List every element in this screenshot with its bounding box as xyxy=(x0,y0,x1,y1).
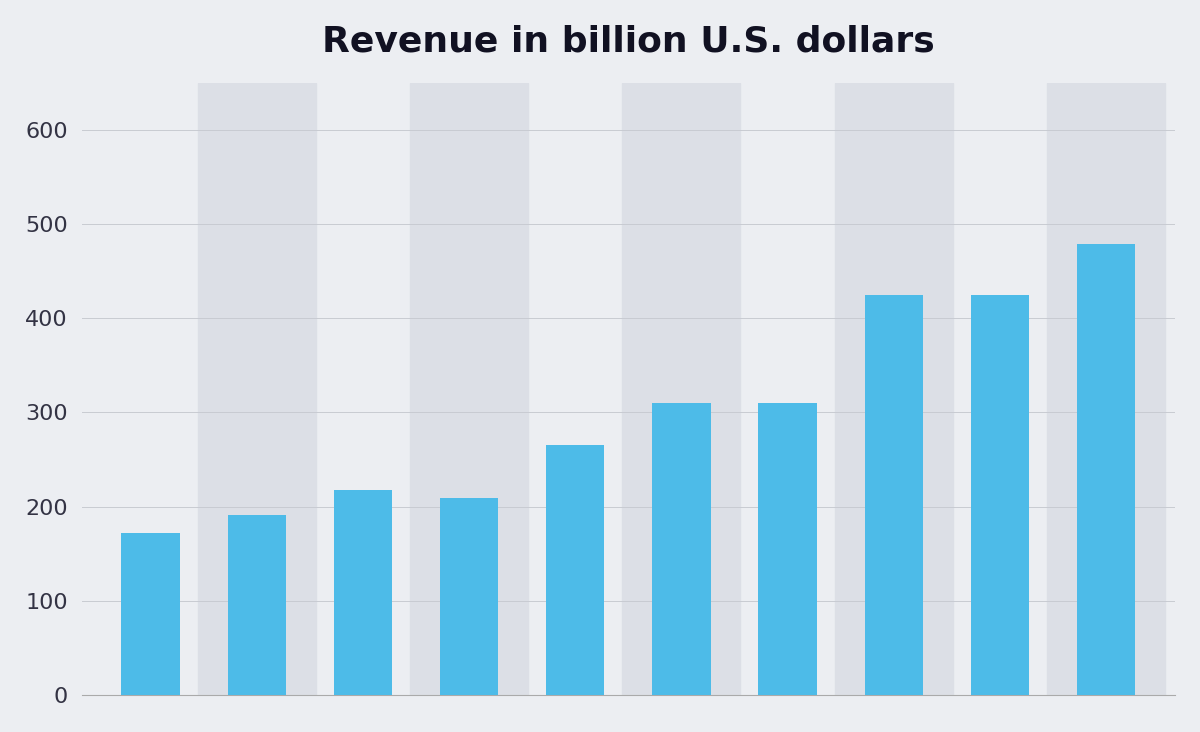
Bar xyxy=(623,83,740,695)
Bar xyxy=(546,445,605,695)
Bar xyxy=(758,403,817,695)
Bar xyxy=(1048,83,1165,695)
Bar xyxy=(228,515,286,695)
Bar xyxy=(971,294,1030,695)
Bar xyxy=(334,490,392,695)
Bar xyxy=(410,83,528,695)
Bar xyxy=(864,294,923,695)
Bar xyxy=(835,83,953,695)
Bar xyxy=(653,403,710,695)
Bar xyxy=(440,498,498,695)
Bar xyxy=(198,83,316,695)
Title: Revenue in billion U.S. dollars: Revenue in billion U.S. dollars xyxy=(322,25,935,59)
Bar xyxy=(1076,244,1135,695)
Bar xyxy=(121,533,180,695)
